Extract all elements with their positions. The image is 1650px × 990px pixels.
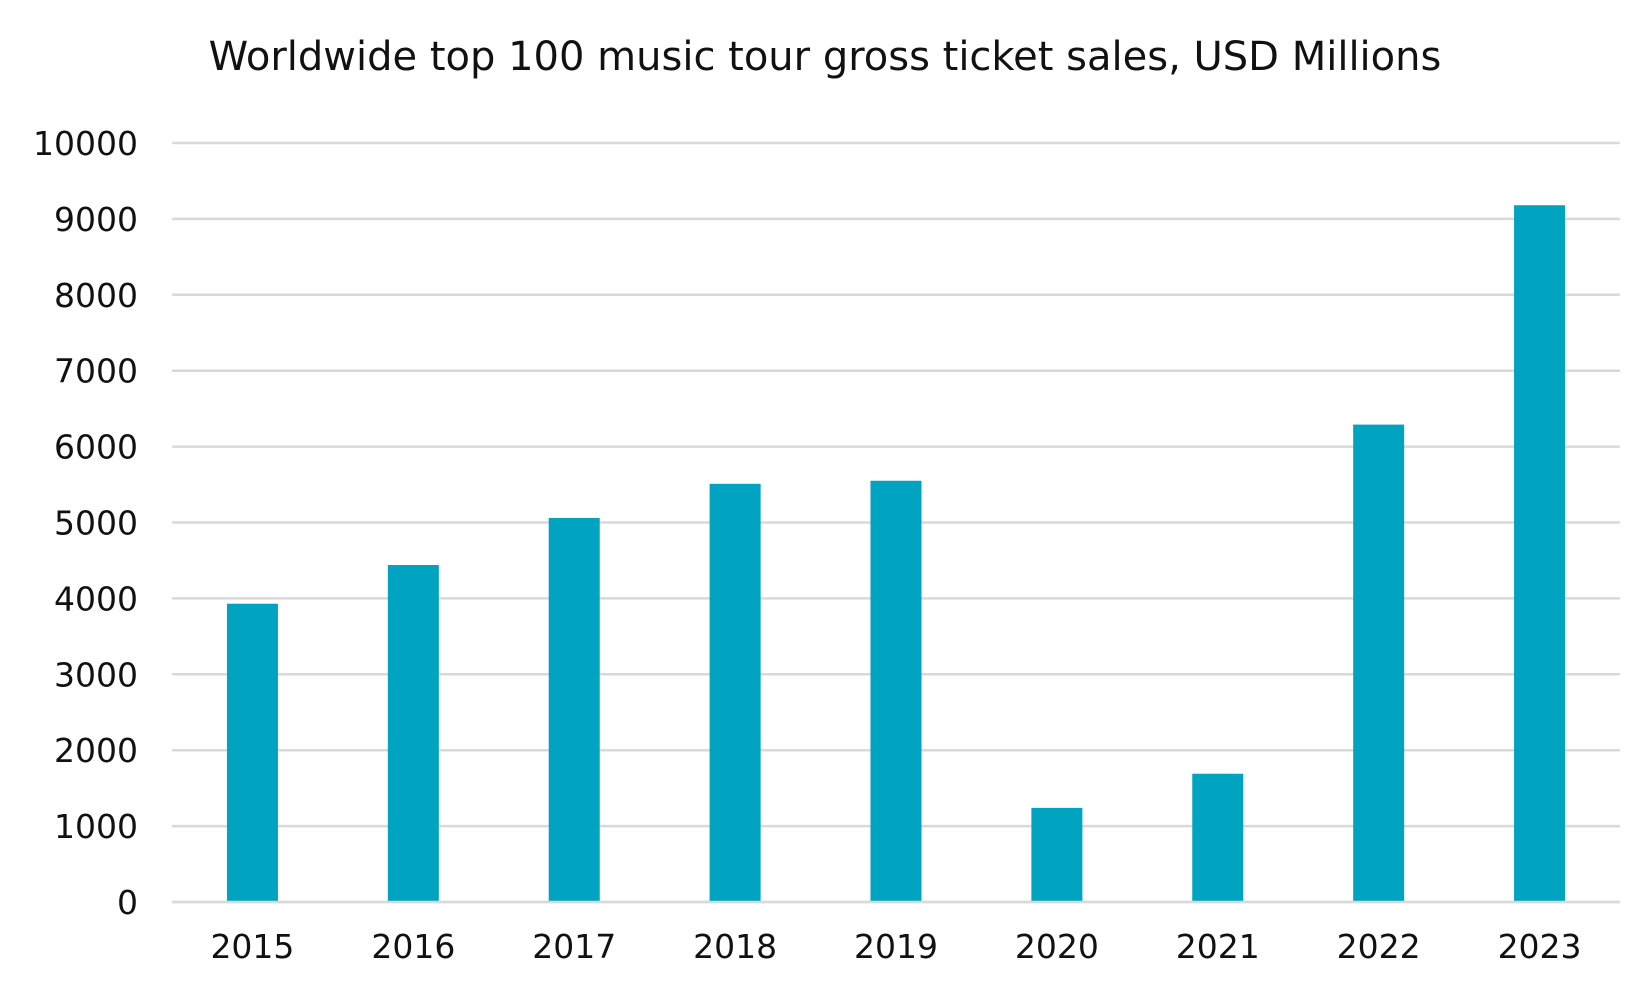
x-tick-label: 2019 <box>854 927 938 966</box>
bar-2015 <box>226 603 278 902</box>
y-tick-label: 7000 <box>54 352 138 391</box>
bar-2017 <box>548 517 600 902</box>
bar-2016 <box>387 565 439 902</box>
chart-title: Worldwide top 100 music tour gross ticke… <box>208 34 1442 80</box>
y-axis-ticks: 0 1000 2000 3000 4000 5000 6000 7000 8000 9000 100… <box>33 124 138 922</box>
y-tick-label: 8000 <box>54 276 138 315</box>
bar-2022 <box>1353 424 1405 902</box>
y-tick-label: 1000 <box>54 807 138 846</box>
x-tick-label: 2020 <box>1015 927 1099 966</box>
y-tick-label: 5000 <box>54 504 138 543</box>
bar-2020 <box>1031 807 1083 902</box>
bars <box>172 205 1620 904</box>
bar-2018 <box>709 483 761 902</box>
x-tick-label: 2015 <box>210 927 294 966</box>
x-axis-ticks: 2015 2016 2017 2018 2019 2020 2021 2022 2023 <box>210 927 1581 966</box>
x-tick-label: 2022 <box>1337 927 1421 966</box>
bar-2023 <box>1514 205 1566 902</box>
y-tick-label: 3000 <box>54 655 138 694</box>
y-tick-label: 6000 <box>54 428 138 467</box>
x-tick-label: 2018 <box>693 927 777 966</box>
y-tick-label: 9000 <box>54 200 138 239</box>
x-tick-label: 2023 <box>1498 927 1582 966</box>
y-tick-label: 2000 <box>54 731 138 770</box>
y-tick-label: 0 <box>117 883 138 922</box>
bar-2021 <box>1192 773 1244 902</box>
bar-2019 <box>870 480 922 902</box>
y-tick-label: 4000 <box>54 579 138 618</box>
y-tick-label: 10000 <box>33 124 138 163</box>
x-tick-label: 2021 <box>1176 927 1260 966</box>
x-tick-label: 2016 <box>371 927 455 966</box>
x-tick-label: 2017 <box>532 927 616 966</box>
